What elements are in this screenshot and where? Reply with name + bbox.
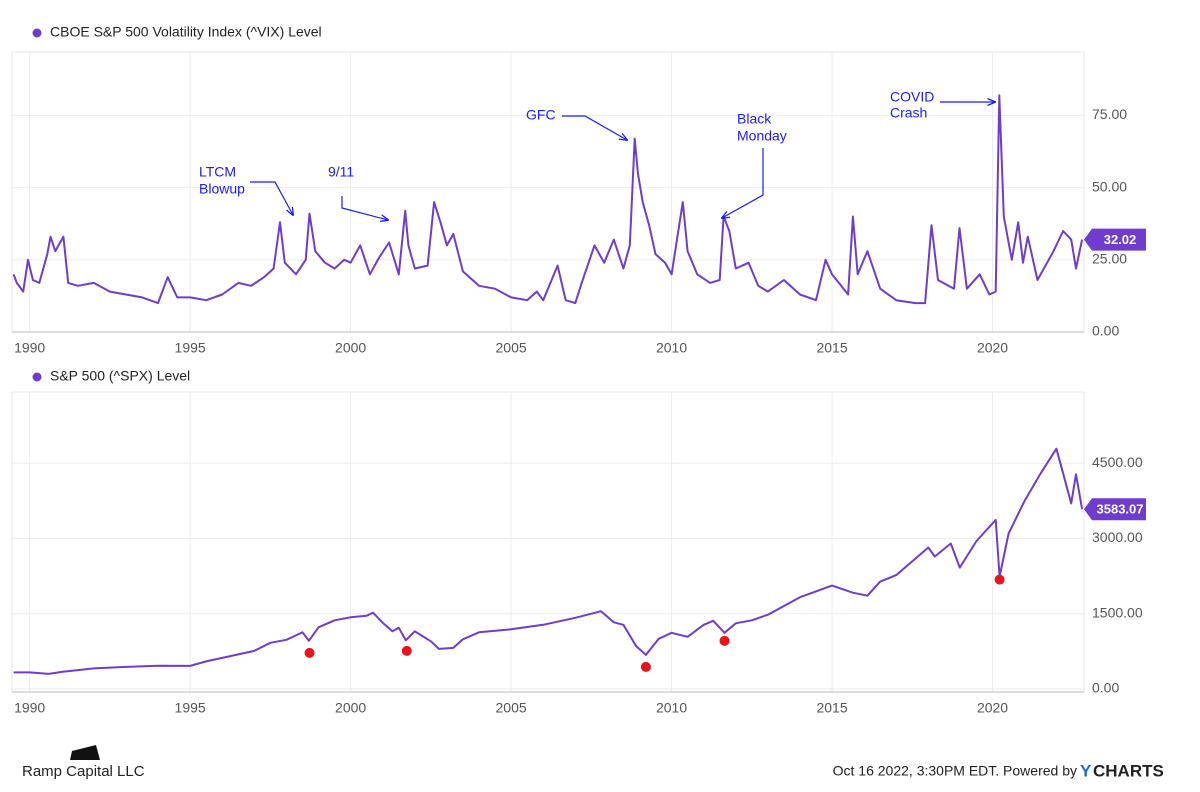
plot-border (11, 391, 1085, 693)
x-tick-label: 1995 (175, 340, 206, 356)
y-tick-label: 0.00 (1092, 323, 1119, 339)
footer-left: Ramp Capital LLC (22, 763, 145, 780)
y-tick-label: 4500.00 (1092, 454, 1143, 470)
annotation-arrow (250, 181, 293, 215)
brand-y: Y (1080, 761, 1092, 780)
event-point (994, 574, 1005, 585)
x-tick-label: 2010 (656, 340, 687, 356)
x-tick-label: 1990 (14, 340, 45, 356)
y-tick-label: 50.00 (1092, 178, 1127, 194)
annotation: 9/11 (328, 164, 354, 180)
annotation: Black (737, 111, 772, 127)
annotation: LTCM (199, 164, 236, 180)
x-tick-label: 1995 (175, 700, 206, 716)
annotation: Blowup (199, 181, 245, 197)
annotation: Monday (737, 128, 787, 144)
annotation-arrow (341, 196, 388, 220)
data-line (12, 94, 1084, 305)
event-point (640, 661, 651, 672)
y-tick-label: 75.00 (1092, 106, 1127, 122)
legend-label: CBOE S&P 500 Volatility Index (^VIX) Lev… (50, 24, 322, 40)
event-point (719, 635, 730, 646)
x-tick-label: 2015 (816, 340, 847, 356)
last-value-label: 32.02 (1104, 232, 1137, 247)
x-tick-label: 2010 (656, 700, 687, 716)
annotation: COVID (890, 89, 934, 105)
last-value-label: 3583.07 (1097, 502, 1144, 517)
x-tick-label: 2005 (496, 340, 527, 356)
event-point (401, 645, 412, 656)
x-tick-label: 2020 (977, 700, 1008, 716)
legend-dot (32, 28, 42, 38)
last-value-badge (1084, 498, 1146, 521)
logo (70, 745, 100, 760)
y-tick-label: 1500.00 (1092, 604, 1143, 620)
y-tick-label: 3000.00 (1092, 529, 1143, 545)
x-tick-label: 1990 (14, 700, 45, 716)
annotation-arrow (722, 148, 764, 218)
annotation-arrow (562, 115, 627, 140)
x-tick-label: 2005 (496, 700, 527, 716)
x-tick-label: 2015 (816, 700, 847, 716)
data-line (13, 447, 1084, 675)
annotation: GFC (526, 107, 556, 123)
legend-dot (32, 372, 42, 382)
legend-label: S&P 500 (^SPX) Level (50, 368, 190, 384)
annotation: Crash (890, 105, 927, 121)
event-point (304, 647, 315, 658)
brand-rest: CHARTS (1093, 761, 1164, 780)
x-tick-label: 2000 (335, 700, 366, 716)
x-tick-label: 2020 (977, 340, 1008, 356)
y-tick-label: 25.00 (1092, 251, 1127, 267)
last-value-badge (1084, 228, 1146, 251)
footer-right: Oct 16 2022, 3:30PM EDT. Powered by (833, 763, 1077, 779)
x-tick-label: 2000 (335, 340, 366, 356)
y-tick-label: 0.00 (1092, 680, 1119, 696)
